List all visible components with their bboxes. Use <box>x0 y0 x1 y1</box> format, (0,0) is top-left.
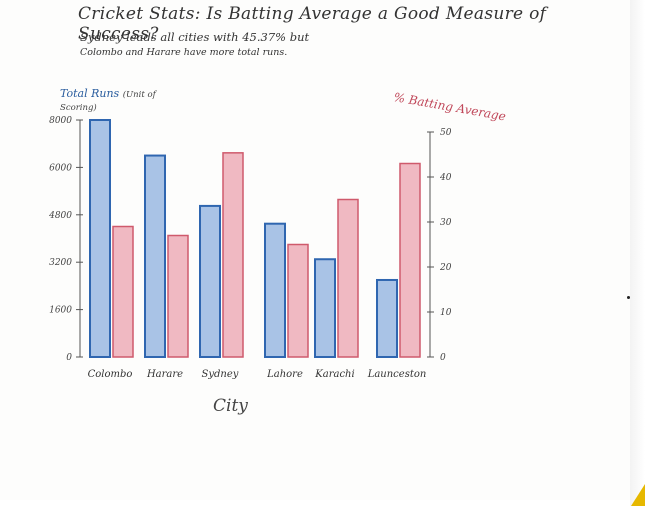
y-axis-left-label: Total Runs (Unit of Scoring) <box>60 88 170 114</box>
x-category-label: Karachi <box>314 369 354 380</box>
axis-tick-labels: 8000 6000 4800 3200 1600 0 50 40 30 20 10 0 Colombo H… <box>48 116 452 380</box>
y-right-tick-label: 0 <box>440 353 446 363</box>
bar-total-runs <box>89 119 111 358</box>
y-left-tick-label: 1600 <box>49 306 72 316</box>
bars <box>89 119 421 359</box>
x-axis-label: City <box>213 396 248 416</box>
x-category-label: Lahore <box>266 369 303 380</box>
y-left-tick-label: 3200 <box>49 258 72 268</box>
bar-total-runs <box>264 222 286 358</box>
y-left-tick-label: 0 <box>66 353 72 363</box>
y-right-tick-label: 20 <box>439 263 452 273</box>
bar-total-runs <box>144 154 166 358</box>
page-edge-shade <box>630 0 645 506</box>
chart-title: Cricket Stats: Is Batting Average a Good… <box>78 4 547 44</box>
bar-batting-average <box>112 225 134 358</box>
y-right-tick-label: 10 <box>440 308 452 318</box>
x-category-label: Harare <box>146 369 183 380</box>
chart-subtitle-line-1: Sydney leads all cities with 45.37% but <box>80 30 310 44</box>
x-category-label: Colombo <box>88 369 133 380</box>
bar-total-runs <box>314 258 336 358</box>
bar-total-runs <box>376 278 398 359</box>
x-category-label: Launceston <box>367 369 427 380</box>
bar-batting-average <box>222 152 244 358</box>
ink-dot <box>627 296 630 299</box>
y-right-tick-label: 40 <box>439 173 452 183</box>
y-left-tick-label: 4800 <box>48 211 72 221</box>
y-right-tick-label: 30 <box>440 218 452 228</box>
bar-batting-average <box>167 234 189 358</box>
y-axis-left-title: Total Runs <box>60 87 120 100</box>
y-left-tick-label: 6000 <box>49 163 72 173</box>
y-left-tick-label: 8000 <box>49 116 72 126</box>
bar-batting-average <box>399 162 421 358</box>
bar-batting-average <box>337 198 359 358</box>
axes <box>76 119 434 358</box>
y-axis-left-unit: (Unit of Scoring) <box>60 90 156 113</box>
bar-total-runs <box>199 204 221 358</box>
bar-batting-average <box>287 243 309 358</box>
y-right-tick-label: 50 <box>440 128 452 138</box>
x-category-label: Sydney <box>202 369 239 380</box>
chart-subtitle-line-2: Colombo and Harare have more total runs. <box>80 47 288 58</box>
